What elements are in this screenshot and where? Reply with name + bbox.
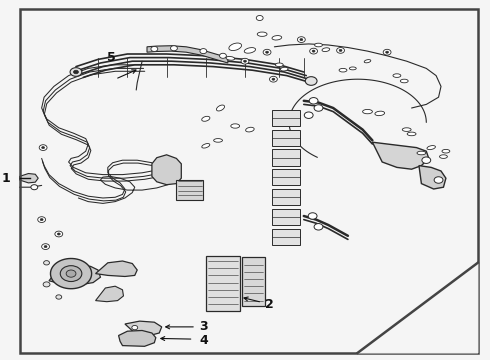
Circle shape xyxy=(70,68,82,76)
Circle shape xyxy=(43,282,50,287)
Ellipse shape xyxy=(402,128,411,131)
Ellipse shape xyxy=(202,116,210,121)
Polygon shape xyxy=(50,258,92,289)
Polygon shape xyxy=(358,263,478,353)
Bar xyxy=(272,189,300,205)
Bar xyxy=(272,130,300,146)
Ellipse shape xyxy=(315,43,322,47)
Ellipse shape xyxy=(339,68,347,72)
Ellipse shape xyxy=(442,149,450,153)
Circle shape xyxy=(44,261,49,265)
Polygon shape xyxy=(152,155,181,185)
Ellipse shape xyxy=(400,79,408,83)
Polygon shape xyxy=(176,180,203,200)
Polygon shape xyxy=(49,265,100,286)
Ellipse shape xyxy=(440,155,447,158)
Circle shape xyxy=(305,77,317,85)
Circle shape xyxy=(270,76,277,82)
Ellipse shape xyxy=(229,43,242,50)
Ellipse shape xyxy=(214,139,222,142)
Ellipse shape xyxy=(244,48,256,53)
Bar xyxy=(272,149,300,166)
Polygon shape xyxy=(372,142,429,169)
Bar xyxy=(272,229,300,245)
Circle shape xyxy=(310,48,318,54)
Circle shape xyxy=(220,53,226,58)
Circle shape xyxy=(263,49,271,55)
Circle shape xyxy=(40,219,43,221)
Circle shape xyxy=(74,70,78,74)
Circle shape xyxy=(56,295,62,299)
Polygon shape xyxy=(119,330,156,346)
Text: 3: 3 xyxy=(199,320,208,333)
Circle shape xyxy=(339,49,342,51)
Text: 2: 2 xyxy=(265,298,274,311)
Circle shape xyxy=(304,112,313,118)
Circle shape xyxy=(171,46,177,51)
Circle shape xyxy=(44,246,47,248)
Ellipse shape xyxy=(349,67,356,70)
Ellipse shape xyxy=(375,111,385,116)
Circle shape xyxy=(31,185,38,190)
Bar xyxy=(272,110,300,126)
Polygon shape xyxy=(125,321,162,336)
Circle shape xyxy=(383,49,391,55)
Text: 1: 1 xyxy=(1,172,10,185)
Circle shape xyxy=(422,157,431,163)
Circle shape xyxy=(272,78,275,80)
Ellipse shape xyxy=(364,60,371,63)
Polygon shape xyxy=(96,286,123,302)
Circle shape xyxy=(66,270,76,277)
Circle shape xyxy=(386,51,389,53)
Circle shape xyxy=(314,224,323,230)
Circle shape xyxy=(314,105,323,111)
Ellipse shape xyxy=(322,48,330,51)
Ellipse shape xyxy=(231,124,240,128)
Ellipse shape xyxy=(275,63,283,67)
Polygon shape xyxy=(206,256,240,311)
Circle shape xyxy=(42,147,45,149)
Circle shape xyxy=(297,37,305,42)
Polygon shape xyxy=(242,257,265,306)
Circle shape xyxy=(256,15,263,21)
Circle shape xyxy=(55,231,63,237)
Ellipse shape xyxy=(393,74,401,77)
Ellipse shape xyxy=(280,67,288,71)
Ellipse shape xyxy=(272,36,282,40)
Polygon shape xyxy=(96,261,137,276)
Circle shape xyxy=(300,39,303,41)
Ellipse shape xyxy=(245,127,254,132)
Bar xyxy=(272,169,300,185)
Circle shape xyxy=(241,58,249,64)
Circle shape xyxy=(309,98,318,104)
Polygon shape xyxy=(20,174,38,183)
Ellipse shape xyxy=(407,132,416,136)
Ellipse shape xyxy=(427,145,436,150)
Polygon shape xyxy=(147,46,228,63)
Text: 5: 5 xyxy=(107,51,116,64)
Circle shape xyxy=(266,51,269,53)
Text: 4: 4 xyxy=(199,334,208,347)
Circle shape xyxy=(434,177,443,183)
Polygon shape xyxy=(419,166,446,189)
Ellipse shape xyxy=(417,151,426,155)
Bar xyxy=(272,209,300,225)
Circle shape xyxy=(244,60,246,62)
Circle shape xyxy=(132,325,138,330)
Circle shape xyxy=(39,145,47,150)
Circle shape xyxy=(42,244,49,249)
Circle shape xyxy=(200,49,207,54)
Circle shape xyxy=(57,233,60,235)
Circle shape xyxy=(337,48,344,53)
Ellipse shape xyxy=(363,109,372,114)
Circle shape xyxy=(60,266,82,282)
Ellipse shape xyxy=(217,105,224,111)
Circle shape xyxy=(38,217,46,222)
Ellipse shape xyxy=(257,32,267,36)
Ellipse shape xyxy=(202,144,210,148)
Circle shape xyxy=(151,46,158,51)
Circle shape xyxy=(312,50,315,52)
Circle shape xyxy=(308,213,317,219)
Ellipse shape xyxy=(226,57,235,60)
